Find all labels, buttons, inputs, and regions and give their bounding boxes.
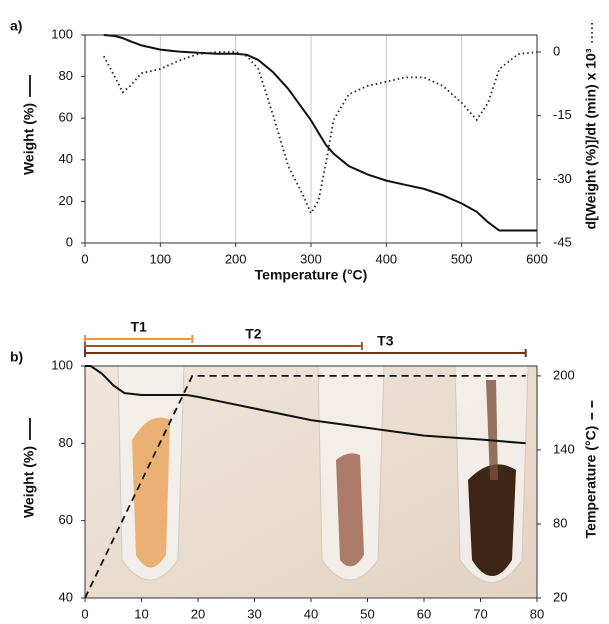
data-line	[103, 51, 538, 216]
panel-label: a)	[10, 18, 22, 34]
data-line	[103, 34, 537, 232]
panel-label: b)	[10, 349, 23, 365]
y-tick-label: 80	[59, 68, 73, 83]
y2-tick-label: 80	[553, 515, 567, 530]
x-tick-label: 100	[149, 251, 171, 266]
y2-tick-label: 200	[553, 367, 575, 382]
plot-frame	[84, 365, 538, 599]
ylabel: Weight (%)	[21, 103, 37, 175]
x-tick-label: 400	[375, 251, 397, 266]
phase-label: T1	[131, 319, 148, 335]
y-tick-label: 60	[59, 512, 73, 527]
x-tick-label: 500	[451, 251, 473, 266]
x-tick-label: 200	[225, 251, 247, 266]
x-axis-title: Temperature (°C)	[255, 267, 368, 283]
ylabel: Weight (%)	[21, 446, 37, 518]
x-tick-label: 50	[360, 606, 374, 621]
y2-tick-label: 0	[553, 43, 560, 58]
y-tick-label: 40	[59, 589, 73, 604]
y-tick-label: 40	[59, 151, 73, 166]
x-tick-label: 600	[526, 251, 548, 266]
tube-3	[454, 365, 529, 583]
tube-2	[317, 365, 385, 581]
data-line	[84, 375, 526, 599]
y-tick-label: 100	[51, 26, 73, 41]
y2-tick-label: 20	[553, 589, 567, 604]
x-tick-label: 0	[81, 251, 88, 266]
y2label: Temperature (°C)	[583, 426, 599, 539]
x-tick-label: 60	[417, 606, 431, 621]
y-tick-label: 100	[51, 357, 73, 372]
tube-1	[117, 365, 185, 581]
x-tick-label: 300	[300, 251, 322, 266]
y2-tick-label: -15	[553, 107, 572, 122]
y2-tick-label: -30	[553, 171, 572, 186]
x-tick-label: 20	[191, 606, 205, 621]
y-tick-label: 60	[59, 110, 73, 125]
data-line	[85, 365, 526, 445]
y-tick-label: 20	[59, 193, 73, 208]
x-tick-label: 0	[81, 606, 88, 621]
y-tick-label: 80	[59, 435, 73, 450]
x-tick-label: 10	[134, 606, 148, 621]
y2label: d[Weight (%)]/dt (min) x 10³	[583, 48, 599, 229]
x-tick-label: 40	[304, 606, 318, 621]
x-tick-label: 30	[247, 606, 261, 621]
plot-frame	[84, 34, 538, 244]
phase-label: T2	[245, 326, 262, 342]
y2-tick-label: -45	[553, 234, 572, 249]
x-axis-title: Time (min.)	[274, 622, 348, 624]
phase-label: T3	[377, 333, 394, 349]
x-tick-label: 80	[530, 606, 544, 621]
y2-tick-label: 140	[553, 441, 575, 456]
x-tick-label: 70	[473, 606, 487, 621]
y-tick-label: 0	[66, 234, 73, 249]
